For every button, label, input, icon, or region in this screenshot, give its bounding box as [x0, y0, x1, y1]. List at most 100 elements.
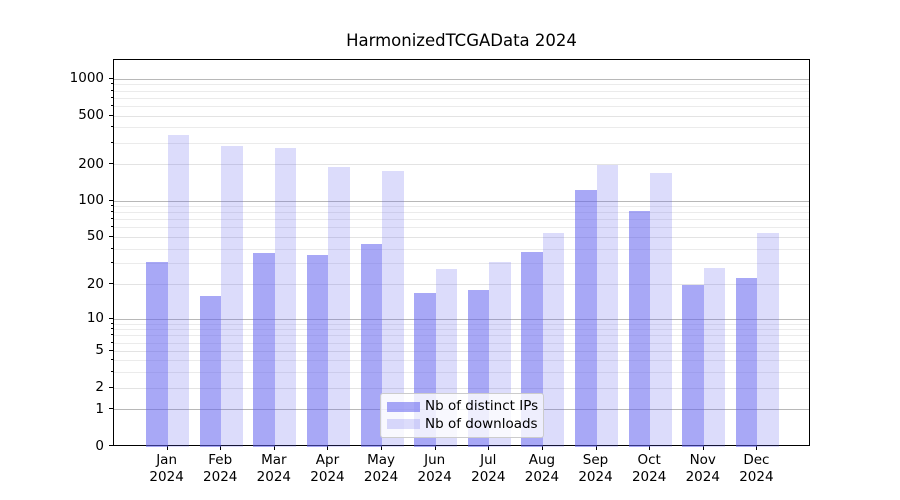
x-tick-may [381, 446, 383, 450]
y-minor-tick-7 [111, 334, 113, 336]
x-tick-label-oct: Oct 2024 [631, 452, 667, 485]
y-tick-label-20: 20 [86, 275, 104, 292]
chart-title: HarmonizedTCGAData 2024 [346, 31, 577, 50]
gridline-minor-y-900 [114, 84, 809, 86]
y-minor-tick-90 [111, 205, 113, 207]
legend-label-downloads: Nb of downloads [425, 415, 538, 432]
bar-distinct-ips-oct [628, 210, 651, 447]
legend: Nb of distinct IPs Nb of downloads [380, 393, 544, 438]
y-minor-tick-4 [111, 359, 113, 361]
y-tick-label-100: 100 [78, 192, 104, 209]
x-tick-feb [220, 446, 222, 450]
y-minor-tick-70 [111, 218, 113, 220]
y-tick-label-1000: 1000 [69, 70, 104, 87]
legend-item-distinct-ips: Nb of distinct IPs [387, 398, 539, 415]
x-tick-jul [488, 446, 490, 450]
bar-distinct-ips-mar [253, 253, 275, 447]
y-tick-5 [109, 349, 113, 351]
y-tick-20 [109, 283, 113, 285]
gridline-minor-y-80 [114, 212, 809, 214]
gridline-y-2 [114, 387, 809, 389]
y-minor-tick-8 [111, 328, 113, 330]
x-tick-label-may: May 2024 [363, 452, 399, 485]
y-tick-label-1: 1 [95, 400, 104, 417]
y-minor-tick-60 [111, 226, 113, 228]
x-tick-dec [756, 446, 758, 450]
gridline-minor-y-6 [114, 342, 809, 344]
bar-downloads-dec [757, 233, 779, 447]
y-minor-tick-3 [111, 371, 113, 373]
legend-item-downloads: Nb of downloads [387, 415, 538, 433]
y-tick-1000 [109, 77, 113, 79]
x-tick-jan [166, 446, 168, 450]
gridline-minor-y-90 [114, 206, 809, 208]
legend-swatch-downloads [387, 419, 420, 430]
y-tick-100 [109, 199, 113, 201]
gridline-minor-y-600 [114, 105, 809, 107]
bar-distinct-ips-feb [199, 295, 222, 447]
gridline-y-500 [114, 115, 809, 117]
bar-downloads-may [382, 171, 404, 447]
bar-downloads-oct [650, 172, 672, 447]
x-tick-label-aug: Aug 2024 [524, 452, 560, 485]
bar-distinct-ips-apr [307, 254, 329, 447]
gridline-minor-y-300 [114, 142, 809, 144]
bar-downloads-feb [221, 145, 243, 447]
gridline-minor-y-800 [114, 90, 809, 92]
bar-downloads-sep [596, 165, 618, 447]
y-minor-tick-900 [111, 83, 113, 85]
x-tick-sep [595, 446, 597, 450]
y-tick-10 [109, 317, 113, 319]
gridline-y-1000 [114, 78, 809, 80]
gridline-minor-y-40 [114, 248, 809, 250]
x-tick-label-nov: Nov 2024 [685, 452, 720, 485]
bar-downloads-nov [703, 267, 726, 447]
x-tick-label-dec: Dec 2024 [739, 452, 774, 485]
y-minor-tick-30 [111, 262, 113, 264]
x-tick-label-mar: Mar 2024 [256, 452, 292, 485]
legend-label-distinct-ips: Nb of distinct IPs [425, 398, 539, 415]
y-minor-tick-400 [111, 126, 113, 128]
y-minor-tick-40 [111, 247, 113, 249]
y-tick-200 [109, 163, 113, 165]
y-tick-label-5: 5 [95, 342, 104, 359]
bar-downloads-jan [167, 134, 190, 447]
y-tick-label-2: 2 [95, 379, 104, 396]
bar-distinct-ips-may [360, 244, 383, 447]
x-tick-jun [434, 446, 436, 450]
x-tick-label-feb: Feb 2024 [203, 452, 238, 485]
x-tick-nov [702, 446, 704, 450]
legend-swatch-distinct-ips [387, 401, 420, 412]
gridline-minor-y-4 [114, 360, 809, 362]
y-minor-tick-700 [111, 96, 113, 98]
y-tick-0 [109, 445, 113, 446]
bar-distinct-ips-sep [575, 190, 597, 447]
x-tick-label-jul: Jul 2024 [471, 452, 506, 485]
x-tick-apr [327, 446, 329, 450]
gridline-minor-y-400 [114, 127, 809, 129]
plot-area: Nb of distinct IPs Nb of downloads [113, 59, 810, 447]
y-minor-tick-600 [111, 104, 113, 106]
y-minor-tick-6 [111, 341, 113, 343]
x-tick-oct [649, 446, 651, 450]
gridline-y-50 [114, 236, 809, 238]
gridline-y-200 [114, 164, 809, 166]
gridline-minor-y-9 [114, 323, 809, 325]
gridline-y-5 [114, 350, 809, 352]
gridline-y-10 [114, 318, 809, 320]
y-minor-tick-9 [111, 322, 113, 324]
x-tick-label-jun: Jun 2024 [417, 452, 452, 485]
y-minor-tick-800 [111, 89, 113, 91]
gridline-minor-y-700 [114, 97, 809, 99]
bar-distinct-ips-nov [682, 284, 704, 447]
bar-downloads-mar [274, 148, 297, 447]
y-tick-50 [109, 235, 113, 237]
y-tick-500 [109, 114, 113, 116]
y-tick-2 [109, 386, 113, 388]
bar-distinct-ips-jan [146, 262, 168, 447]
x-tick-label-sep: Sep 2024 [578, 452, 613, 485]
bar-downloads-aug [542, 233, 565, 447]
x-tick-aug [541, 446, 543, 450]
gridline-minor-y-7 [114, 335, 809, 337]
